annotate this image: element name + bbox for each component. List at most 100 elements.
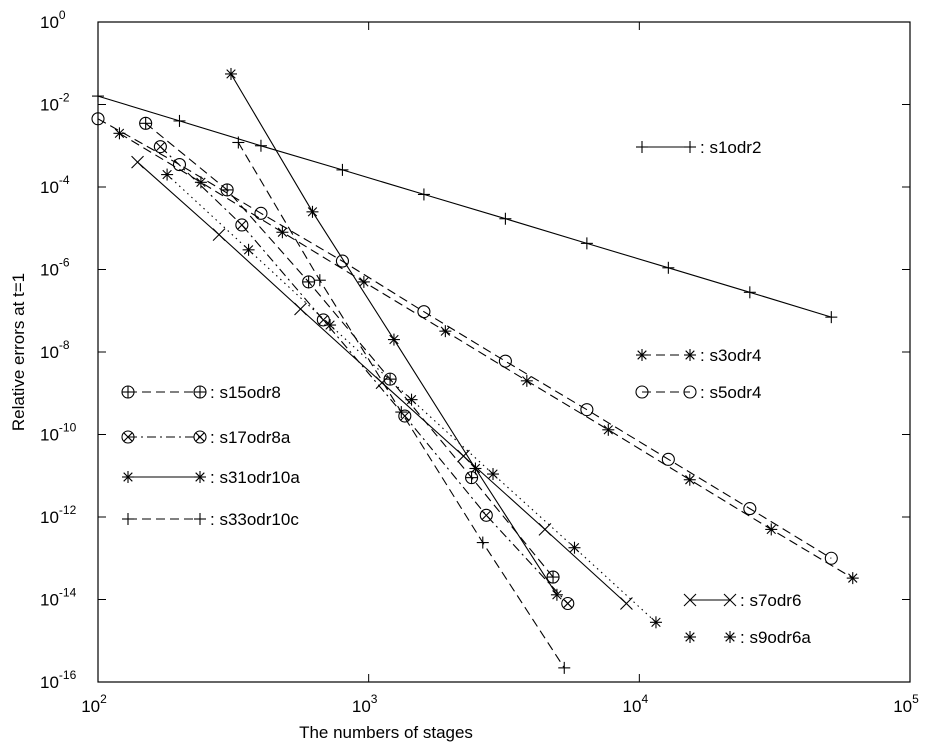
data-point-s3odr4	[357, 275, 370, 288]
data-point-s3odr4	[113, 127, 126, 140]
legend-label-s15odr8: : s15odr8	[210, 383, 281, 402]
legend-marker-s9odr6a	[724, 631, 736, 643]
data-point-s3odr4	[520, 374, 533, 387]
legend-marker-s17odr8a	[193, 430, 207, 444]
data-point-s33odr10c	[395, 406, 408, 419]
legend-marker-s9odr6a	[684, 631, 696, 643]
data-point-s15odr8	[220, 183, 234, 197]
data-point-s33odr10c	[476, 536, 489, 549]
data-point-s31odr10a	[306, 205, 319, 218]
series-s5odr4	[91, 112, 838, 565]
data-point-s31odr10a	[224, 67, 237, 80]
legend-label-s31odr10a: : s31odr10a	[210, 468, 300, 487]
data-point-s7odr6	[212, 228, 226, 242]
legend-marker-s17odr8a	[121, 430, 135, 444]
data-point-s17odr8a	[235, 218, 249, 232]
legend-entry-s5odr4: : s5odr4	[635, 383, 761, 402]
legend-marker-s3odr4	[684, 349, 696, 361]
legend-marker-s31odr10a	[122, 471, 134, 483]
data-point-s15odr8	[302, 275, 316, 289]
legend-marker-s15odr8	[121, 385, 135, 399]
legend-label-s33odr10c: : s33odr10c	[210, 510, 299, 529]
legend-marker-s7odr6	[723, 593, 737, 607]
data-point-s17odr8a	[479, 508, 493, 522]
data-point-s1odr2	[662, 261, 675, 274]
data-point-s9odr6a	[161, 168, 174, 181]
data-point-s9odr6a	[649, 616, 662, 629]
legend-entry-s9odr6a: : s9odr6a	[684, 628, 811, 647]
data-point-s31odr10a	[469, 462, 482, 475]
legend-marker-s3odr4	[636, 349, 648, 361]
legend-entry-s1odr2: : s1odr2	[636, 138, 761, 157]
legend-marker-s33odr10c	[122, 513, 134, 525]
data-point-s15odr8	[139, 116, 153, 130]
data-point-s17odr8a	[316, 313, 330, 327]
legend-marker-s31odr10a	[194, 471, 206, 483]
legend-entry-s31odr10a: : s31odr10a	[122, 468, 300, 487]
data-point-s5odr4	[580, 403, 594, 417]
data-point-s33odr10c	[232, 136, 245, 149]
data-point-s9odr6a	[324, 319, 337, 332]
legend-entry-s33odr10c: : s33odr10c	[122, 510, 299, 529]
series-line-s1odr2	[97, 95, 832, 318]
data-point-s31odr10a	[387, 333, 400, 346]
data-point-s15odr8	[383, 372, 397, 386]
series-s33odr10c	[232, 136, 571, 674]
series-line-s3odr4	[119, 132, 853, 579]
data-point-s7odr6	[620, 597, 633, 610]
y-axis-label: Relative errors at t=1	[9, 273, 28, 431]
data-point-s1odr2	[173, 114, 186, 127]
data-point-s33odr10c	[558, 661, 571, 674]
data-point-s3odr4	[602, 423, 615, 436]
data-point-s33odr10c	[313, 274, 326, 287]
data-point-s5odr4	[254, 206, 268, 220]
data-point-s3odr4	[439, 325, 452, 338]
legend-marker-s5odr4	[683, 385, 697, 399]
legend-entry-s3odr4: : s3odr4	[636, 346, 761, 365]
data-point-s9odr6a	[487, 468, 500, 481]
legend-marker-s5odr4	[635, 385, 649, 399]
data-point-s3odr4	[194, 176, 207, 189]
series-s3odr4	[113, 127, 859, 585]
data-point-s5odr4	[172, 158, 187, 172]
data-point-s7odr6	[294, 302, 307, 316]
data-point-s17odr8a	[561, 596, 575, 611]
data-point-s5odr4	[824, 551, 838, 565]
data-point-s9odr6a	[242, 243, 255, 256]
data-point-s3odr4	[276, 226, 289, 239]
legend-label-s1odr2: : s1odr2	[700, 138, 761, 157]
legend-marker-s1odr2	[636, 141, 648, 153]
data-point-s15odr8	[546, 570, 560, 584]
data-point-s5odr4	[743, 502, 757, 516]
y-tick-label: 10-14	[40, 586, 77, 610]
series-line-s5odr4	[97, 118, 832, 559]
legend-label-s17odr8a: : s17odr8a	[210, 428, 291, 447]
series-s7odr6	[131, 155, 633, 610]
data-point-s1odr2	[580, 237, 593, 250]
legend-marker-s15odr8	[193, 385, 207, 399]
series-line-s15odr8	[145, 122, 554, 578]
legend-marker-s33odr10c	[194, 513, 206, 525]
legend-label-s5odr4: : s5odr4	[700, 383, 761, 402]
data-point-s5odr4	[661, 452, 675, 466]
data-point-s31odr10a	[550, 588, 563, 601]
data-point-s1odr2	[254, 139, 267, 152]
series-s15odr8	[139, 116, 560, 584]
data-point-s1odr2	[499, 212, 512, 225]
data-point-s3odr4	[683, 473, 696, 486]
data-point-s5odr4	[417, 305, 431, 319]
legend-entry-s17odr8a: : s17odr8a	[121, 428, 291, 447]
series-s31odr10a	[224, 67, 563, 601]
legend-label-s3odr4: : s3odr4	[700, 346, 761, 365]
data-point-s1odr2	[417, 188, 430, 201]
data-point-s5odr4	[335, 254, 349, 268]
data-point-s5odr4	[498, 354, 512, 368]
legend-marker-s7odr6	[683, 593, 697, 607]
data-point-s17odr8a	[153, 140, 167, 154]
data-point-s7odr6	[538, 523, 552, 536]
data-point-s3odr4	[846, 572, 859, 585]
series-s9odr6a	[161, 168, 662, 629]
data-point-s3odr4	[765, 523, 778, 536]
